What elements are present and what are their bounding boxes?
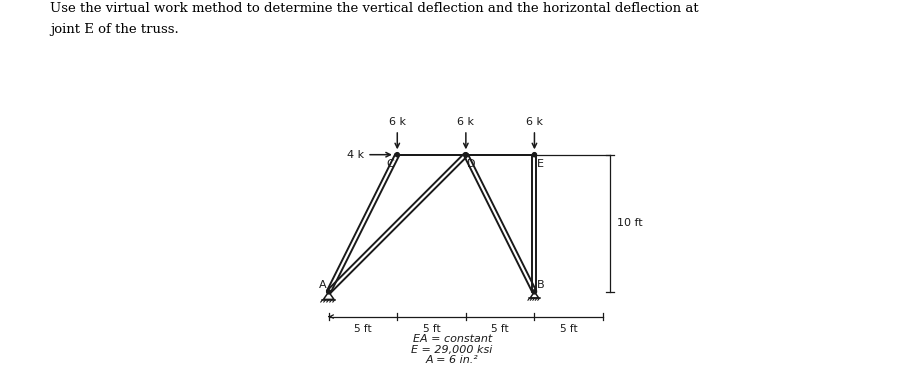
- Text: 5 ft: 5 ft: [560, 324, 577, 334]
- Text: joint E of the truss.: joint E of the truss.: [50, 23, 179, 36]
- Text: 6 k: 6 k: [457, 117, 475, 126]
- Circle shape: [464, 153, 468, 157]
- Text: B: B: [537, 280, 544, 290]
- Text: 5 ft: 5 ft: [491, 324, 509, 334]
- Text: 5 ft: 5 ft: [423, 324, 441, 334]
- Circle shape: [327, 290, 330, 294]
- Circle shape: [396, 153, 399, 157]
- Text: D: D: [466, 160, 475, 170]
- Text: A: A: [319, 280, 327, 290]
- Text: EA = constant: EA = constant: [412, 335, 492, 344]
- Text: 5 ft: 5 ft: [354, 324, 372, 334]
- Circle shape: [532, 153, 536, 157]
- Text: C: C: [386, 160, 394, 170]
- Text: E = 29,000 ksi: E = 29,000 ksi: [411, 345, 493, 355]
- Text: 6 k: 6 k: [526, 117, 543, 126]
- Text: 10 ft: 10 ft: [617, 218, 643, 228]
- Text: E: E: [537, 160, 544, 170]
- Text: Use the virtual work method to determine the vertical deflection and the horizon: Use the virtual work method to determine…: [50, 2, 700, 15]
- Text: 6 k: 6 k: [389, 117, 406, 126]
- Circle shape: [532, 290, 536, 294]
- Text: 4 k: 4 k: [347, 150, 364, 160]
- Text: A = 6 in.²: A = 6 in.²: [426, 355, 478, 365]
